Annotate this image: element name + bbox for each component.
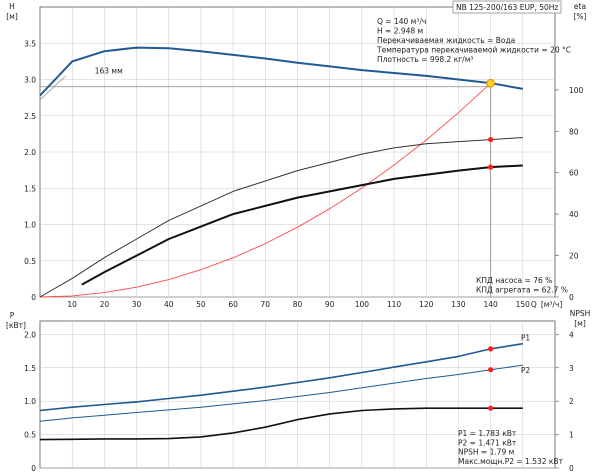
eta-axis-label: eta	[574, 2, 586, 11]
x-tick-label: 40	[164, 300, 174, 309]
x-tick-label: 80	[293, 300, 303, 309]
x-tick-label: 30	[132, 300, 142, 309]
h-tick-label: 0	[31, 293, 36, 302]
h-axis-label: H	[9, 2, 15, 11]
eta-tick-label: 60	[569, 169, 579, 178]
npsh-curve	[39, 407, 523, 441]
npsh-tick-label: 1	[569, 431, 574, 440]
unit-efficiency-marker	[488, 164, 494, 170]
x-axis-label: Q	[531, 300, 537, 309]
duty-info-line: Плотность = 998.2 кг/м³	[377, 55, 473, 64]
power-info-line: NPSH = 1.79 м	[458, 448, 514, 457]
p1-marker	[488, 346, 494, 352]
x-tick-label: 10	[67, 300, 77, 309]
h-tick-label: 2.0	[24, 148, 36, 157]
x-tick-label: 50	[196, 300, 206, 309]
power-info-line: P2 = 1.471 кВт	[458, 438, 517, 447]
p2-power-curve	[39, 364, 523, 422]
x-tick-label: 120	[419, 300, 434, 309]
p1-power-curve	[39, 342, 523, 412]
x-tick-label: 150	[516, 300, 531, 309]
x-axis-unit: [м³/ч]	[541, 300, 563, 309]
impeller-label-leader	[39, 75, 67, 101]
npsh-axis-label: NPSH	[570, 309, 591, 318]
h-axis-unit: [м]	[6, 12, 18, 21]
eta-axis-unit: [%]	[574, 12, 587, 21]
h-tick-label: 0.5	[24, 257, 36, 266]
npsh-tick-label: 0	[569, 464, 574, 473]
npsh-tick-label: 3	[569, 364, 574, 373]
p-axis-unit: [кВт]	[6, 321, 26, 330]
h-tick-label: 2.5	[24, 112, 36, 121]
chart-title: NB 125-200/163 EUP, 50Hz	[456, 3, 558, 12]
x-tick-label: 70	[261, 300, 271, 309]
x-tick-label: 100	[355, 300, 370, 309]
head-curve	[39, 46, 523, 97]
p-tick-label: 0	[31, 464, 36, 473]
h-tick-label: 3.5	[24, 39, 36, 48]
p-tick-label: 0.5	[24, 431, 36, 440]
power-info-line: Макс.мощн.P2 = 1.532 кВт	[458, 457, 564, 466]
duty-info-line: H = 2.948 м	[377, 27, 423, 36]
efficiency-info-line: КПД насоса = 76 %	[476, 276, 552, 285]
duty-info-line: Q = 140 м³/ч	[377, 17, 426, 26]
p2-series-label: P2	[521, 366, 531, 375]
x-tick-label: 140	[483, 300, 498, 309]
unit-efficiency-curve	[81, 164, 523, 286]
power-info-line: P1 = 1.783 кВт	[458, 429, 517, 438]
duty-point-marker	[486, 78, 495, 88]
h-tick-label: 1.5	[24, 184, 36, 193]
p-tick-label: 1.5	[24, 364, 36, 373]
title-box	[452, 0, 562, 14]
p-tick-label: 2.0	[24, 330, 36, 339]
h-tick-label: 1.0	[24, 221, 36, 230]
p-tick-label: 1.0	[24, 397, 36, 406]
x-tick-label: 110	[387, 300, 402, 309]
x-tick-label: 130	[451, 300, 466, 309]
p-axis-label: P	[10, 311, 15, 320]
h-tick-label: 3.0	[24, 76, 36, 85]
x-tick-label: 60	[228, 300, 238, 309]
impeller-diameter-label: 163 мм	[95, 67, 123, 76]
pump-efficiency-marker	[488, 136, 494, 143]
eta-tick-label: 100	[569, 86, 584, 95]
duty-info-line: Перекачиваемая жидкость = Вода	[377, 36, 515, 45]
eta-tick-label: 20	[569, 252, 579, 261]
eta-tick-label: 40	[569, 210, 579, 219]
eta-tick-label: 0	[569, 293, 574, 302]
npsh-tick-label: 2	[569, 397, 574, 406]
eta-tick-label: 80	[569, 127, 579, 136]
p2-marker	[488, 367, 494, 373]
p1-series-label: P1	[521, 334, 531, 343]
npsh-marker	[488, 405, 494, 411]
npsh-axis-unit: [м]	[574, 319, 586, 328]
x-tick-label: 20	[100, 300, 110, 309]
pump-efficiency-curve	[39, 137, 523, 298]
npsh-tick-label: 4	[569, 330, 574, 339]
duty-info-line: Температура перекачиваемой жидкости = 20…	[376, 46, 571, 55]
x-tick-label: 90	[325, 300, 335, 309]
efficiency-info-line: КПД агрегата = 62.7 %	[476, 286, 568, 295]
system-curve	[39, 82, 491, 298]
